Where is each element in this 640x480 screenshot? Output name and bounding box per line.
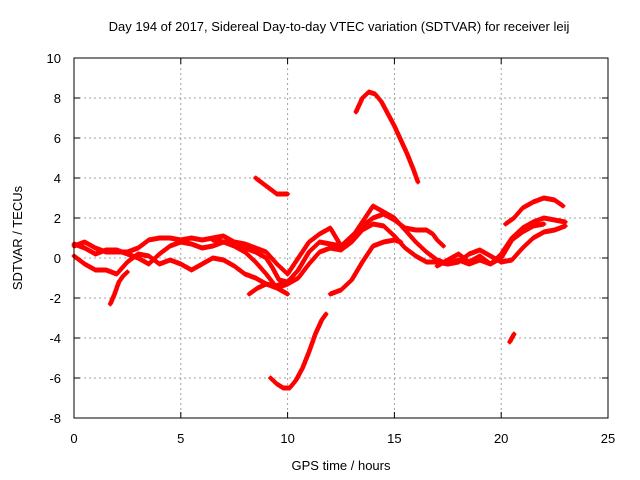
series-track-j [353, 89, 421, 185]
series-markers [210, 237, 291, 297]
y-tick-label: -6 [49, 371, 61, 386]
x-tick-label: 25 [601, 431, 615, 446]
series-markers [434, 221, 547, 269]
series-track-f [246, 281, 286, 297]
y-tick-label: 4 [54, 171, 61, 186]
series-markers [107, 269, 130, 307]
series-markers [268, 311, 329, 391]
series-markers [246, 281, 286, 297]
series-track-l [503, 195, 566, 227]
x-tick-label: 0 [70, 431, 77, 446]
series-markers [503, 195, 566, 227]
y-axis-label: SDTVAR / TECUs [10, 185, 25, 290]
series-track-c [71, 215, 568, 291]
data-series [71, 89, 568, 391]
grid [74, 58, 608, 418]
series-track-h [253, 175, 291, 197]
series-markers [507, 331, 517, 345]
y-tick-label: 0 [54, 251, 61, 266]
series-track-m [434, 221, 547, 269]
y-tick-label: -4 [49, 331, 61, 346]
y-tick-label: 10 [47, 51, 61, 66]
y-tick-label: -2 [49, 291, 61, 306]
series-track-e [107, 269, 130, 307]
chart-title: Day 194 of 2017, Sidereal Day-to-day VTE… [109, 19, 570, 34]
series-markers [353, 89, 421, 185]
series-track-k [507, 331, 517, 345]
x-tick-label: 15 [387, 431, 401, 446]
series-markers [71, 215, 568, 291]
y-tick-label: 6 [54, 131, 61, 146]
series-track-g [327, 237, 404, 297]
x-axis-label: GPS time / hours [292, 458, 391, 473]
y-tick-label: -8 [49, 411, 61, 426]
plot-frame [73, 57, 609, 419]
tick-labels: 0 5 10 15 20 25 -8 -6 -4 -2 0 2 4 6 8 10 [47, 51, 616, 446]
y-tick-label: 8 [54, 91, 61, 106]
y-tick-label: 2 [54, 211, 61, 226]
x-tick-label: 10 [280, 431, 294, 446]
x-tick-label: 5 [177, 431, 184, 446]
series-line [354, 90, 420, 184]
series-track-i [268, 311, 329, 391]
x-tick-label: 20 [494, 431, 508, 446]
series-markers [327, 237, 404, 297]
series-markers [253, 175, 291, 197]
